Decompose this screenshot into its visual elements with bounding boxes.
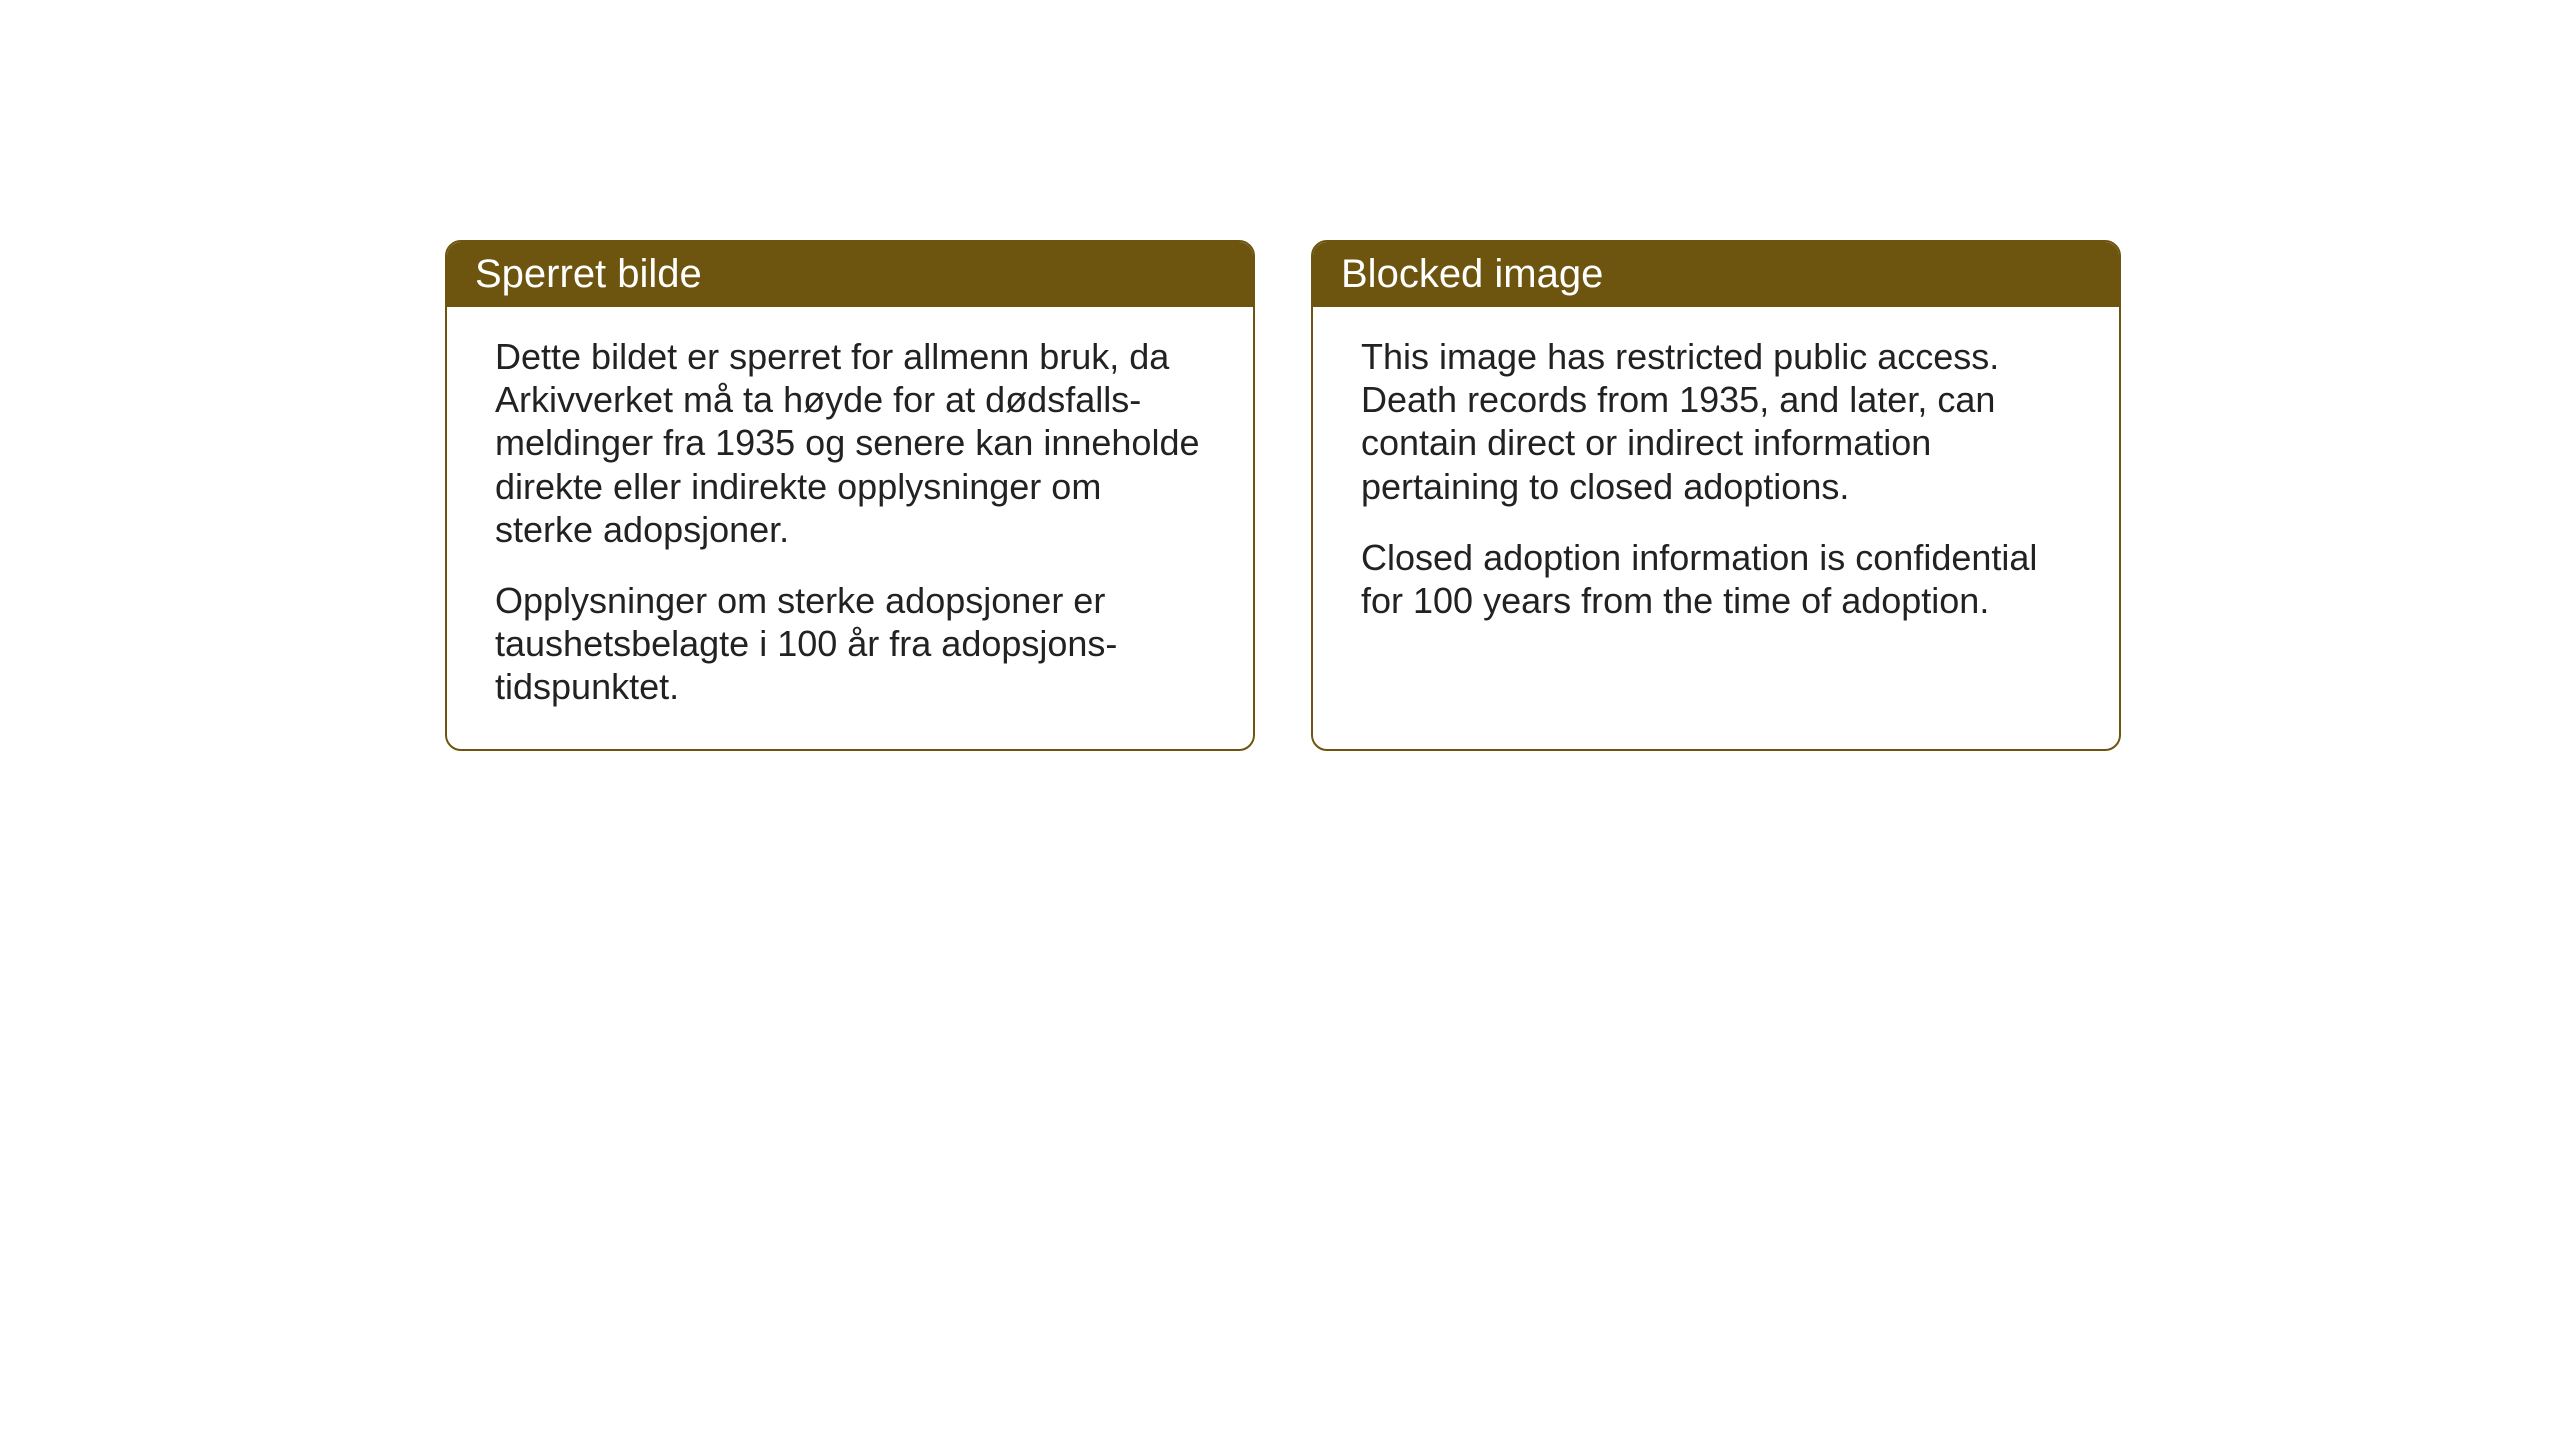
card-header-norwegian: Sperret bilde [447,242,1253,307]
card-norwegian: Sperret bilde Dette bildet er sperret fo… [445,240,1255,751]
card-english: Blocked image This image has restricted … [1311,240,2121,751]
card-paragraph-2-english: Closed adoption information is confident… [1361,536,2071,622]
card-body-english: This image has restricted public access.… [1313,307,2119,732]
card-paragraph-1-norwegian: Dette bildet er sperret for allmenn bruk… [495,335,1205,551]
card-paragraph-2-norwegian: Opplysninger om sterke adopsjoner er tau… [495,579,1205,709]
cards-container: Sperret bilde Dette bildet er sperret fo… [445,240,2121,751]
card-paragraph-1-english: This image has restricted public access.… [1361,335,2071,508]
card-body-norwegian: Dette bildet er sperret for allmenn bruk… [447,307,1253,749]
card-header-english: Blocked image [1313,242,2119,307]
